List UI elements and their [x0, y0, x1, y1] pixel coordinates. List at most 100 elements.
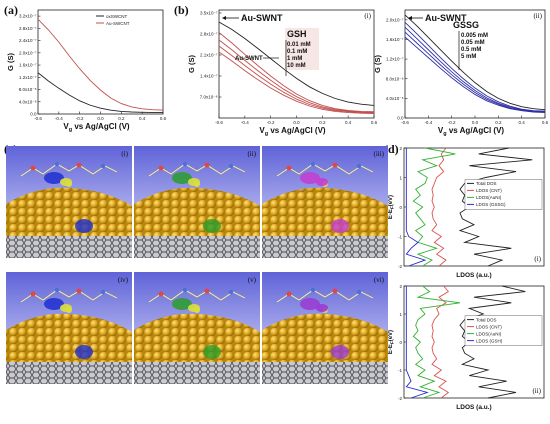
charge-density-blob — [316, 178, 328, 186]
charge-density-blob — [188, 304, 200, 312]
molecular-panel-label: (v) — [248, 276, 257, 284]
y-tick-label: 1.6x10⁻⁷ — [19, 63, 37, 68]
carbon-nanotube — [262, 236, 388, 258]
nitrogen-atom — [356, 163, 362, 169]
molecule-backbone-highlight — [20, 163, 118, 177]
dos-series-ldos-auni- — [412, 285, 461, 399]
charge-density-blob — [203, 345, 221, 359]
y-tick-label: 2.4x10⁻⁷ — [19, 38, 37, 43]
nitrogen-atom — [100, 289, 106, 295]
charge-density-blob — [75, 219, 93, 233]
legend-label-au-swcnt: Au-SWCNT — [106, 21, 130, 26]
legend-box — [94, 12, 144, 26]
legend-label: LDOS (GSSG) — [476, 202, 506, 207]
molecular-panel-5: (v) — [134, 272, 260, 384]
dos-series-ldos-cnt- — [431, 285, 450, 399]
dos-series-ldos-auni- — [412, 147, 456, 267]
series-line-0-1-mm — [218, 39, 375, 113]
nitrogen-atom — [310, 161, 316, 167]
nitrogen-atom — [182, 287, 188, 293]
y-axis-label: E-EF(eV) — [388, 330, 395, 354]
y-tick-label: 0.0 — [30, 112, 37, 117]
legend-label: LDOS (CNT) — [476, 188, 502, 193]
oxygen-atom — [30, 291, 36, 297]
oxygen-atom — [286, 291, 292, 297]
x-tick-label: -0.6 — [215, 120, 223, 125]
y-tick-label: -2 — [398, 396, 402, 401]
y-tick-label: 7.0x10⁻⁸ — [200, 95, 218, 100]
x-axis-label-rest: vs Ag/AgCl (V) — [447, 126, 505, 135]
y-axis-label: G (S) — [6, 53, 15, 71]
legend-item: 10 mM — [287, 63, 306, 69]
y-tick-label: 1 — [399, 312, 402, 317]
nitrogen-atom — [54, 161, 60, 167]
legend-label: Total DOS — [476, 181, 497, 186]
x-tick-label: -0.2 — [76, 116, 84, 121]
legend-item: 0.005 mM — [461, 33, 488, 39]
gold-nanoparticle — [6, 187, 132, 236]
series-line-0-01-mm — [218, 32, 375, 113]
oxygen-atom — [76, 288, 82, 294]
oxygen-atom — [76, 162, 82, 168]
roman-label: (ii) — [532, 387, 541, 395]
oxygen-atom — [332, 288, 338, 294]
plot-frame — [37, 9, 164, 115]
oxygen-atom — [30, 165, 36, 171]
x-tick-label: -0.6 — [401, 120, 409, 125]
x-tick-label: 0.2 — [495, 120, 502, 125]
oxygen-atom — [158, 165, 164, 171]
annotation-au-swnt-top: Au-SWNT — [241, 13, 283, 23]
y-tick-label: 1.4x10⁻⁷ — [200, 74, 218, 79]
nitrogen-atom — [310, 287, 316, 293]
panel-letter-a: (a) — [4, 3, 18, 17]
molecule-backbone-highlight — [276, 289, 374, 303]
nitrogen-atom — [182, 161, 188, 167]
oxygen-atom — [286, 165, 292, 171]
carbon-nanotube — [262, 362, 388, 384]
dos-series-ldos-gssg- — [405, 148, 427, 267]
y-tick-label: 2.8x10⁻⁷ — [200, 32, 218, 37]
y-tick-label: -2 — [398, 264, 402, 269]
gold-nanoparticle — [262, 187, 388, 236]
molecular-panel-2: (ii) — [134, 146, 260, 258]
series-line-0-05-mm — [404, 26, 546, 113]
x-axis-label-rest: vs Ag/AgCl (V) — [72, 122, 130, 131]
y-tick-label: 4.0x10⁻⁸ — [19, 99, 37, 104]
series-line-5-mm — [404, 36, 546, 114]
molecule-backbone-highlight — [148, 289, 246, 303]
nitrogen-atom — [54, 287, 60, 293]
charge-density-blob — [60, 178, 72, 186]
x-tick-label: 0.0 — [293, 120, 300, 125]
charge-density-blob — [172, 298, 192, 310]
x-tick-label: 0.6 — [371, 120, 378, 125]
charge-density-blob — [203, 219, 221, 233]
x-tick-label: 0.4 — [139, 116, 146, 121]
charge-density-blob — [316, 304, 328, 312]
y-tick-label: 4.0x10⁻⁸ — [386, 96, 404, 101]
panel-letter-b: (b) — [174, 3, 189, 17]
carbon-nanotube — [134, 362, 260, 384]
y-axis-label: G (S) — [373, 55, 382, 73]
chart-b-gsh: -0.6 -0.4 -0.2 0.0 0.2 0.4 0.6 7.0x10⁻⁸ 1.4x10⁻⁷… — [187, 9, 378, 137]
legend-title: GSSG — [453, 20, 479, 30]
x-tick-label: 0.6 — [542, 120, 549, 125]
y-axis-label-sub: F — [390, 341, 395, 344]
carbon-nanotube — [6, 362, 132, 384]
x-tick-label: -0.4 — [55, 116, 63, 121]
molecular-render-panels: (i) (ii) (iii) (iv) (v) (vi) — [6, 146, 388, 384]
charge-density-blob — [75, 345, 93, 359]
carbon-nanotube — [134, 236, 260, 258]
molecule-backbone-highlight — [20, 289, 118, 303]
y-tick-label: 0 — [399, 340, 402, 345]
y-tick-label: 1.2x10⁻⁷ — [386, 57, 404, 62]
y-tick-label: 3.2x10⁻⁷ — [19, 14, 37, 19]
legend-box — [285, 28, 319, 70]
y-tick-label: 8.0x10⁻⁸ — [19, 87, 37, 92]
y-tick-label: 2.8x10⁻⁷ — [19, 26, 37, 31]
annotation-au-swnt-mid: Au-SWNT — [235, 56, 263, 62]
y-tick-label: 0.0 — [397, 116, 404, 121]
x-tick-label: -0.4 — [241, 120, 249, 125]
chart-d-ldos-1: 2 1 0 -1 -2 E-EF(eV) LDOS (a.u.) (i) Total DOS LD… — [388, 146, 545, 279]
x-axis-label-rest: vs Ag/AgCl (V) — [268, 126, 326, 135]
